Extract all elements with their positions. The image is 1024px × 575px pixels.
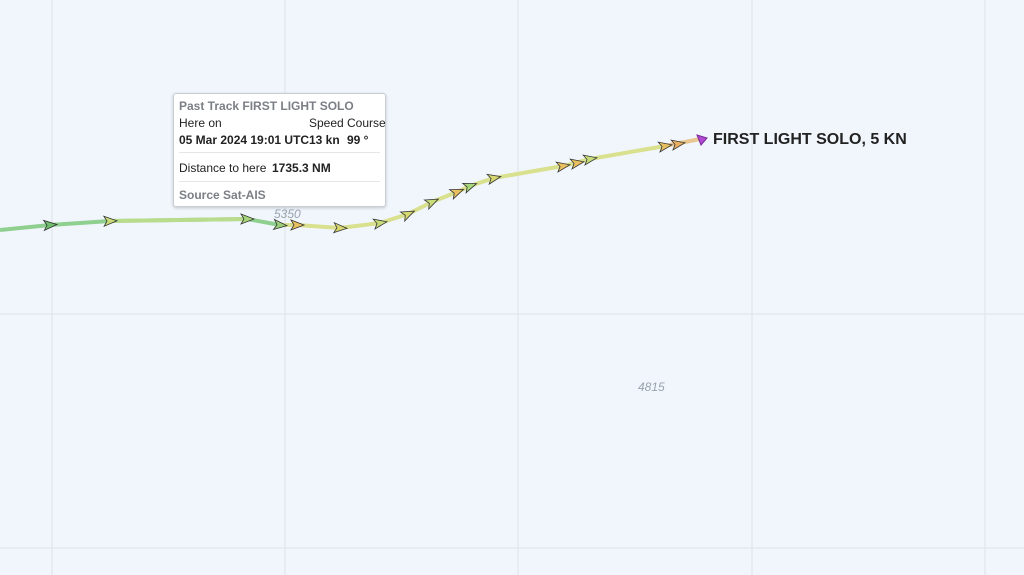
track-arrow [272, 218, 289, 231]
separator [179, 181, 380, 182]
label: Speed [309, 116, 344, 130]
tooltip-title: Past Track FIRST LIGHT SOLO [179, 99, 354, 113]
track-arrow [372, 218, 388, 230]
track-arrow [240, 213, 256, 225]
track-arrow [102, 215, 119, 228]
track-arrows [42, 139, 686, 234]
source: Source Sat-AIS [179, 188, 266, 202]
value: 1735.3 NM [272, 161, 331, 175]
track-arrow [461, 182, 478, 194]
track-arrow [423, 198, 440, 211]
value: 99 ° [347, 133, 369, 147]
track-tooltip: Past Track FIRST LIGHT SOLO Here on Spee… [173, 93, 386, 207]
track-arrow [332, 221, 349, 234]
track-arrow [290, 219, 306, 231]
track-arrow [555, 161, 571, 173]
track [109, 217, 248, 223]
value: 05 Mar 2024 19:01 UTC [179, 133, 310, 147]
label: Course [347, 116, 386, 130]
label: Here on [179, 116, 222, 130]
track-arrow [399, 210, 416, 223]
track-arrow [582, 154, 598, 166]
label: Distance to here [179, 161, 267, 175]
track-arrow [670, 139, 686, 151]
vessel-marker [696, 134, 708, 146]
vessel-label: FIRST LIGHT SOLO, 5 KN [713, 131, 907, 148]
track-arrow [569, 158, 585, 170]
depth-label: 5350 [274, 207, 301, 221]
track-arrow [448, 188, 465, 200]
track-arrow [657, 141, 673, 153]
value: 13 kn [309, 133, 340, 147]
depth-label: 4815 [638, 380, 665, 394]
track-arrow [486, 173, 502, 186]
track-arrow [42, 219, 59, 232]
separator [179, 152, 380, 153]
